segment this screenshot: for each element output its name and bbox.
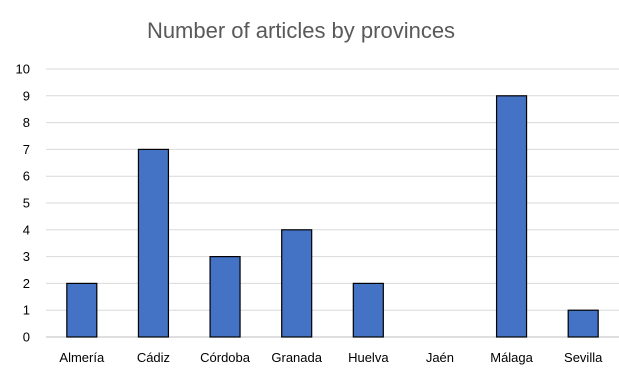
x-category-label: Jaén [426, 350, 454, 365]
y-axis-ticks: 0 1 2 3 4 5 6 7 8 9 10 [16, 62, 30, 345]
x-category-label: Huelva [348, 350, 389, 365]
bar [66, 282, 98, 338]
y-tick-label: 8 [23, 115, 30, 130]
bars [66, 95, 599, 338]
bar [495, 95, 528, 338]
y-tick-label: 3 [23, 249, 30, 264]
bar [281, 229, 313, 338]
x-category-label: Almería [59, 350, 105, 365]
x-category-label: Granada [271, 350, 322, 365]
y-tick-label: 10 [16, 62, 30, 77]
x-category-label: Sevilla [564, 350, 603, 365]
x-category-label: Cádiz [137, 350, 170, 365]
y-tick-label: 9 [23, 88, 30, 103]
x-category-label: Córdoba [200, 350, 251, 365]
x-axis-categories: Almería Cádiz Córdoba Granada Huelva Jaén Mála… [59, 350, 603, 365]
y-tick-label: 4 [23, 222, 30, 237]
y-tick-label: 7 [23, 142, 30, 157]
bar [352, 282, 384, 338]
bar [567, 309, 599, 338]
gridlines [46, 68, 619, 338]
y-tick-label: 1 [23, 303, 30, 318]
y-tick-label: 2 [23, 276, 30, 291]
y-tick-label: 5 [23, 196, 30, 211]
bar [137, 148, 170, 338]
y-tick-label: 6 [23, 169, 30, 184]
bar [209, 256, 241, 338]
y-tick-label: 0 [23, 330, 30, 345]
chart-title: Number of articles by provinces [147, 18, 455, 43]
x-category-label: Málaga [490, 350, 533, 365]
